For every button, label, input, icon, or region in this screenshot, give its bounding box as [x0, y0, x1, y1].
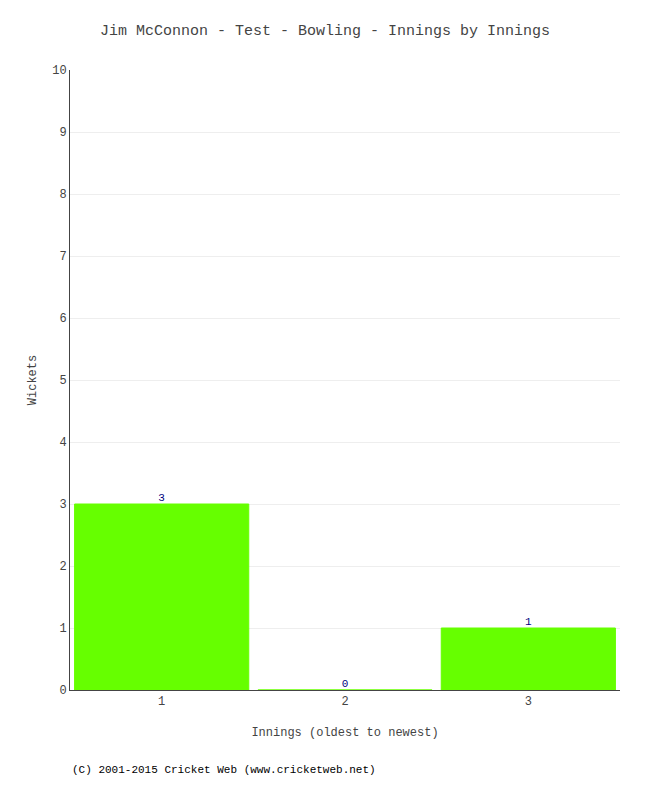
svg-text:(C) 2001-2015 Cricket Web (www: (C) 2001-2015 Cricket Web (www.cricketwe…: [72, 764, 376, 776]
svg-text:3: 3: [158, 492, 165, 504]
svg-text:Jim McConnon - Test - Bowling: Jim McConnon - Test - Bowling - Innings …: [100, 23, 550, 40]
svg-text:6: 6: [59, 312, 66, 326]
svg-text:9: 9: [59, 126, 66, 140]
svg-text:2: 2: [59, 560, 66, 574]
svg-text:1: 1: [59, 622, 66, 636]
svg-text:1: 1: [158, 695, 165, 709]
svg-text:7: 7: [59, 250, 66, 264]
svg-text:Wickets: Wickets: [26, 355, 40, 405]
svg-text:0: 0: [342, 678, 349, 690]
svg-text:10: 10: [52, 64, 66, 78]
svg-text:Innings (oldest to newest): Innings (oldest to newest): [251, 726, 438, 740]
svg-text:5: 5: [59, 374, 66, 388]
svg-text:4: 4: [59, 436, 66, 450]
svg-text:2: 2: [341, 695, 348, 709]
svg-text:3: 3: [525, 695, 532, 709]
svg-text:8: 8: [59, 188, 66, 202]
svg-text:1: 1: [525, 616, 532, 628]
svg-text:3: 3: [59, 498, 66, 512]
svg-text:0: 0: [59, 684, 66, 698]
